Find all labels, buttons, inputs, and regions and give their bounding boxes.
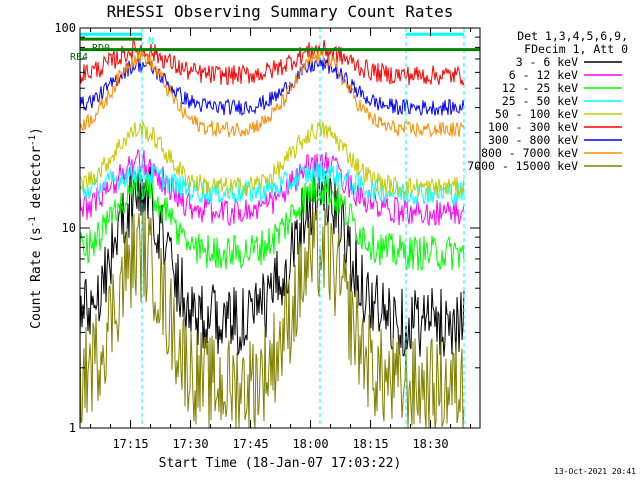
- legend-header: Det 1,3,4,5,6,9,: [517, 29, 628, 43]
- series-trace: [79, 170, 465, 271]
- marker-labels: RD0 RE4 N: [70, 36, 154, 63]
- legend-label: 300 - 800 keV: [488, 133, 578, 147]
- plot-area: [79, 28, 480, 429]
- footer-timestamp: 13-Oct-2021 20:41: [554, 467, 636, 476]
- y-axis-title-part: detector: [29, 146, 44, 217]
- marker-label: N: [148, 36, 154, 47]
- chart-title: RHESSI Observing Summary Count Rates: [107, 2, 454, 21]
- legend-label: 6 - 12 keV: [509, 68, 578, 82]
- y-axis-title-sup: -1: [28, 135, 38, 146]
- series-trace: [79, 166, 465, 358]
- y-axis-title-part: Count Rate (s: [29, 227, 44, 329]
- y-axis-title-sup: -1: [28, 216, 38, 227]
- x-axis-title: Start Time (18-Jan-07 17:03:22): [159, 456, 402, 471]
- x-tick-label: 17:30: [172, 437, 208, 451]
- x-tick-label: 18:15: [352, 437, 388, 451]
- legend-label: 12 - 25 keV: [502, 81, 578, 95]
- series-trace: [79, 120, 465, 198]
- x-axis: 17:15 17:30 17:45 18:00 18:15 18:30: [90, 28, 472, 451]
- y-axis-title: Count Rate (s-1 detector-1): [28, 127, 44, 329]
- marker-label: RD0: [92, 43, 110, 54]
- series-trace: [79, 57, 465, 117]
- series-trace: [79, 47, 465, 138]
- marker-label: RE4: [70, 52, 88, 63]
- x-tick-label: 18:00: [292, 437, 328, 451]
- legend-label: 100 - 300 keV: [488, 120, 578, 134]
- x-tick-label: 17:45: [232, 437, 268, 451]
- legend-label: 3 - 6 keV: [516, 55, 578, 69]
- legend-label: 25 - 50 keV: [502, 94, 578, 108]
- y-axis-title-part: ): [29, 127, 44, 135]
- y-axis: 1 10 100: [54, 21, 480, 435]
- y-tick-label: 100: [54, 21, 76, 35]
- series-trace: [79, 207, 465, 429]
- legend-label: 800 - 7000 keV: [481, 146, 578, 160]
- legend-label: 7000 - 15000 keV: [467, 159, 578, 173]
- legend: Det 1,3,4,5,6,9,FDecim 1, Att 03 - 6 keV…: [467, 29, 628, 173]
- x-tick-label: 18:30: [412, 437, 448, 451]
- y-tick-label: 10: [62, 221, 76, 235]
- legend-header: FDecim 1, Att 0: [524, 42, 628, 56]
- y-tick-label: 1: [69, 421, 76, 435]
- legend-label: 50 - 100 keV: [495, 107, 578, 121]
- x-tick-label: 17:15: [112, 437, 148, 451]
